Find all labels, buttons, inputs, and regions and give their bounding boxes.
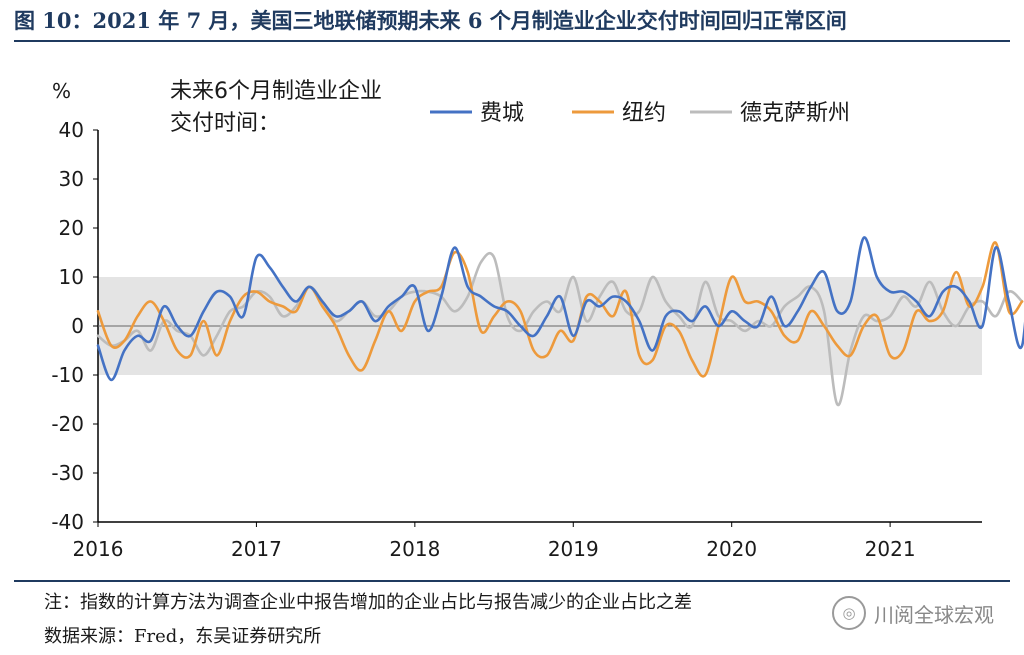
x-tick-label: 2019 [548, 537, 599, 561]
x-tick-label: 2021 [865, 537, 916, 561]
x-tick-label: 2017 [231, 537, 282, 561]
series-line-3 [96, 251, 1024, 407]
chart-subtitle-line2: 交付时间： [170, 111, 280, 136]
chart-subtitle-line1: 未来6个月制造业企业 [170, 79, 382, 104]
footnote: 注：指数的计算方法为调查企业中报告增加的企业占比与报告减少的企业占比之差 [44, 592, 692, 613]
y-tick-label: 40 [59, 118, 84, 142]
footer-divider [14, 580, 1010, 582]
x-tick-label: 2018 [389, 537, 440, 561]
y-tick-label: 30 [59, 167, 84, 191]
title-divider [14, 40, 1010, 42]
figure-title: 图 10：2021 年 7 月，美国三地联储预期未来 6 个月制造业企业交付时间… [14, 8, 847, 33]
y-tick-label: -20 [51, 412, 84, 436]
data-source: 数据来源：Fred，东吴证券研究所 [44, 626, 322, 647]
legend-label: 纽约 [622, 101, 666, 126]
series-line-2 [96, 241, 1024, 378]
y-axis-unit-label: % [52, 79, 71, 103]
watermark: ◎ 川阅全球宏观 [832, 596, 994, 630]
y-tick-label: 0 [71, 314, 84, 338]
series-lines [96, 236, 1024, 407]
legend-label: 德克萨斯州 [740, 101, 850, 126]
y-tick-label: 10 [59, 265, 84, 289]
series-line-1 [96, 236, 1024, 382]
watermark-text: 川阅全球宏观 [874, 602, 994, 627]
y-tick-label: -40 [51, 510, 84, 534]
y-axis: 40 30 20 10 0 -10 -20 -30 -40 [51, 118, 99, 534]
x-tick-label: 2020 [706, 537, 757, 561]
legend-label: 费城 [480, 101, 524, 126]
y-tick-label: -10 [51, 363, 84, 387]
wechat-icon: ◎ [832, 596, 866, 630]
x-axis: 2016 2017 2018 2019 2020 2021 [73, 521, 982, 561]
y-tick-label: 20 [59, 216, 84, 240]
y-tick-label: -30 [51, 461, 84, 485]
legend: 费城 纽约 德克萨斯州 [430, 101, 850, 126]
x-tick-label: 2016 [73, 537, 124, 561]
